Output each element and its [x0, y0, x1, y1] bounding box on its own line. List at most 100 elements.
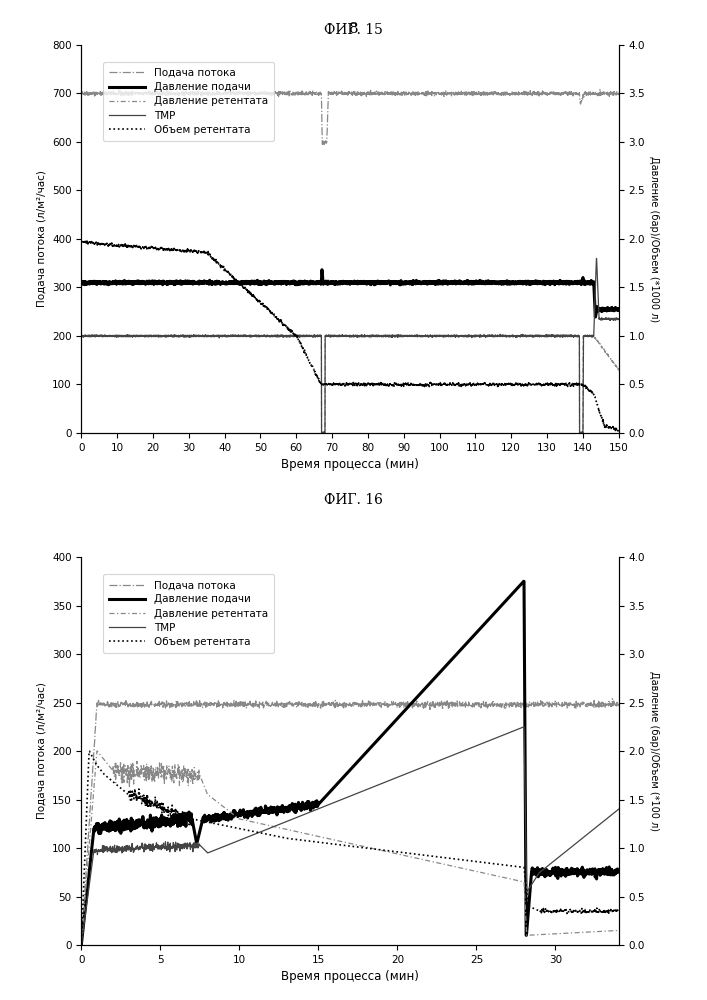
Y-axis label: Подача потока (л/м²/час): Подача потока (л/м²/час): [36, 683, 46, 819]
Давление подачи: [139, 277, 147, 289]
ТМР: [614, 803, 623, 815]
Объем ретентата: [501, 859, 509, 871]
Давление ретентата: [237, 328, 245, 340]
Давление подачи: [614, 304, 623, 316]
Давление подачи: [306, 275, 315, 287]
ТМР: [105, 844, 113, 856]
Объем ретентата: [85, 745, 93, 757]
Давление ретентата: [77, 939, 86, 951]
Давление подачи: [591, 311, 600, 323]
Объем ретентата: [614, 425, 623, 437]
ТМР: [77, 330, 86, 342]
Line: Объем ретентата: Объем ретентата: [81, 751, 619, 945]
Давление подачи: [500, 596, 508, 608]
Объем ретентата: [325, 837, 333, 849]
ТМР: [306, 330, 315, 342]
Подача потока: [599, 697, 607, 709]
ТМР: [604, 313, 613, 325]
Объем ретентата: [105, 772, 113, 784]
Text: ФИГ. 16: ФИГ. 16: [324, 493, 383, 507]
Подача потока: [139, 87, 147, 99]
Подача потока: [500, 702, 508, 714]
Line: Давление подачи: Давление подачи: [81, 270, 619, 317]
ТМР: [170, 329, 179, 341]
ТМР: [614, 313, 623, 325]
Объем ретентата: [77, 235, 86, 247]
Объем ретентата: [82, 234, 90, 246]
Line: Объем ретентата: Объем ретентата: [81, 240, 619, 431]
Подача потока: [546, 87, 554, 99]
Text: 8: 8: [349, 22, 358, 36]
Давление ретентата: [105, 760, 113, 772]
Подача потока: [604, 87, 613, 99]
Давление ретентата: [139, 330, 147, 342]
Line: Подача потока: Подача потока: [81, 90, 619, 144]
Объем ретентата: [599, 906, 607, 918]
Legend: Подача потока, Давление подачи, Давление ретентата, ТМР, Объем ретентата: Подача потока, Давление подачи, Давление…: [103, 62, 274, 141]
ТМР: [317, 427, 326, 439]
Давление ретентата: [604, 350, 613, 362]
Подача потока: [170, 89, 179, 101]
Объем ретентата: [546, 377, 554, 389]
ТМР: [339, 793, 347, 805]
Давление ретентата: [599, 925, 607, 937]
Давление ретентата: [325, 833, 333, 845]
Давление подачи: [283, 277, 291, 289]
Давление подачи: [339, 772, 347, 784]
Объем ретентата: [614, 425, 623, 437]
Давление подачи: [520, 575, 528, 587]
Line: ТМР: ТМР: [81, 258, 619, 433]
Давление подачи: [546, 276, 554, 288]
Line: Давление ретентата: Давление ретентата: [81, 751, 619, 945]
Y-axis label: Давление (бар)/Объем (*1000 л): Давление (бар)/Объем (*1000 л): [649, 156, 659, 322]
Объем ретентата: [170, 244, 179, 256]
X-axis label: Время процесса (мин): Время процесса (мин): [281, 970, 419, 983]
Подача потока: [320, 138, 328, 150]
Подача потока: [77, 939, 86, 951]
Подача потока: [614, 88, 623, 100]
Объем ретентата: [339, 839, 347, 851]
ТМР: [546, 330, 554, 342]
Давление ретентата: [170, 330, 179, 342]
Давление ретентата: [93, 745, 101, 757]
Y-axis label: Давление (бар)/Объем (*100 л): Давление (бар)/Объем (*100 л): [649, 671, 659, 831]
Line: Давление подачи: Давление подачи: [81, 581, 619, 945]
Подача потока: [608, 693, 617, 705]
Давление ретентата: [307, 329, 315, 341]
ТМР: [283, 330, 291, 342]
Давление ретентата: [317, 427, 326, 439]
Legend: Подача потока, Давление подачи, Давление ретентата, ТМР, Объем ретентата: Подача потока, Давление подачи, Давление…: [103, 574, 274, 653]
Давление ретентата: [339, 836, 347, 848]
Давление ретентата: [614, 924, 623, 936]
Text: ФИГ. 15: ФИГ. 15: [324, 23, 383, 37]
Давление подачи: [599, 864, 607, 876]
Объем ретентата: [614, 905, 623, 917]
ТМР: [77, 939, 86, 951]
ТМР: [592, 252, 601, 264]
Line: Давление ретентата: Давление ретентата: [81, 334, 619, 433]
Давление подачи: [614, 866, 623, 878]
Давление ретентата: [284, 330, 292, 342]
Объем ретентата: [77, 939, 86, 951]
Подача потока: [614, 698, 623, 710]
Давление подачи: [77, 939, 86, 951]
Подача потока: [77, 87, 86, 99]
ТМР: [520, 721, 528, 733]
ТМР: [599, 816, 607, 828]
Давление ретентата: [599, 925, 607, 937]
Подача потока: [339, 701, 347, 713]
Давление подачи: [77, 278, 86, 290]
Подача потока: [596, 84, 604, 96]
Давление подачи: [105, 821, 113, 833]
Давление ретентата: [501, 872, 509, 884]
Подача потока: [306, 87, 315, 99]
Объем ретентата: [307, 358, 315, 370]
X-axis label: Время процесса (мин): Время процесса (мин): [281, 458, 419, 471]
ТМР: [599, 815, 607, 827]
Подача потока: [283, 88, 291, 100]
ТМР: [324, 799, 332, 811]
Подача потока: [105, 701, 113, 713]
Подача потока: [599, 700, 607, 712]
ТМР: [500, 729, 508, 741]
Давление подачи: [599, 866, 607, 878]
